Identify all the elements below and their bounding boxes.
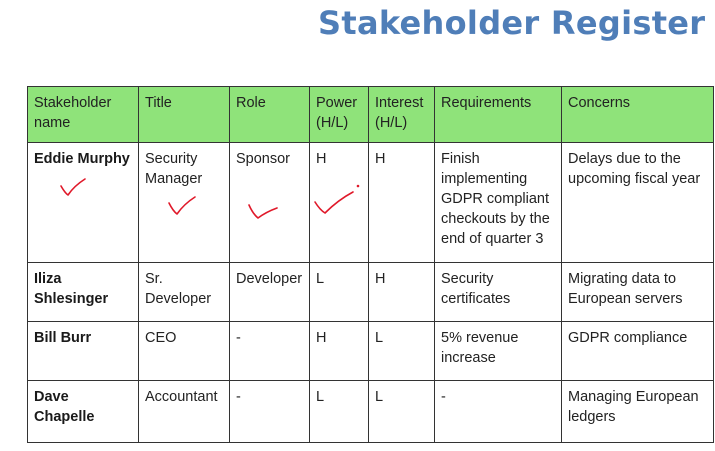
header-concerns: Concerns [561,86,714,143]
cell-title: Security Manager [138,142,230,263]
header-stakeholder-name: Stakeholder name [27,86,139,143]
cell-stakeholder-name: Bill Burr [27,321,139,381]
cell-stakeholder-name: Dave Chapelle [27,380,139,443]
cell-requirements: Finish implementing GDPR compliant check… [434,142,562,263]
table-row: Iliza Shlesinger Sr. Developer Developer… [27,262,714,322]
table-header-row: Stakeholder name Title Role Power (H/L) … [27,86,714,143]
cell-concerns: Delays due to the upcoming fiscal year [561,142,714,263]
cell-stakeholder-name: Eddie Murphy [27,142,139,263]
cell-role: Sponsor [229,142,310,263]
cell-concerns: Migrating data to European servers [561,262,714,322]
cell-interest: L [368,321,435,381]
cell-stakeholder-name: Iliza Shlesinger [27,262,139,322]
header-power: Power (H/L) [309,86,369,143]
cell-requirements: - [434,380,562,443]
stakeholder-register-table: Stakeholder name Title Role Power (H/L) … [27,86,714,443]
page-title: Stakeholder Register [318,4,706,42]
cell-requirements: Security certificates [434,262,562,322]
cell-power: L [309,262,369,322]
cell-power: L [309,380,369,443]
cell-requirements: 5% revenue increase [434,321,562,381]
header-title: Title [138,86,230,143]
cell-power: H [309,142,369,263]
cell-interest: H [368,142,435,263]
header-role: Role [229,86,310,143]
header-requirements: Requirements [434,86,562,143]
cell-concerns: Managing European ledgers [561,380,714,443]
table-row: Bill Burr CEO - H L 5% revenue increase … [27,321,714,381]
cell-power: H [309,321,369,381]
cell-title: CEO [138,321,230,381]
cell-interest: L [368,380,435,443]
cell-title: Sr. Developer [138,262,230,322]
cell-concerns: GDPR compliance [561,321,714,381]
header-interest: Interest (H/L) [368,86,435,143]
cell-role: - [229,380,310,443]
table-row: Eddie Murphy Security Manager Sponsor H … [27,142,714,263]
table-row: Dave Chapelle Accountant - L L - Managin… [27,380,714,443]
cell-role: Developer [229,262,310,322]
cell-interest: H [368,262,435,322]
cell-role: - [229,321,310,381]
cell-title: Accountant [138,380,230,443]
